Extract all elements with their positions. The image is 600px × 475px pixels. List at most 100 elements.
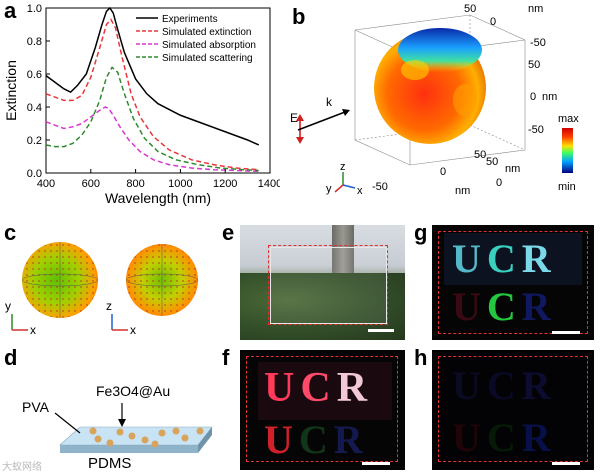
pva-pointer: [54, 412, 81, 434]
tick-top-50: 50: [464, 3, 476, 15]
triad-z: z: [340, 161, 346, 173]
film-rectangle: [270, 247, 387, 324]
k-vector-label: k: [326, 95, 333, 109]
pdms-label: PDMS: [88, 455, 132, 472]
colorbar-min: min: [558, 181, 576, 193]
nanoparticle-label: Fe3O4@Au: [96, 383, 170, 399]
plot-frame: [45, 7, 271, 174]
ucr-top-h: UCR: [452, 362, 557, 409]
y-tick-label-0: 0.0: [27, 168, 42, 180]
panel-label-g: g: [414, 220, 428, 245]
letter-u-f: U: [264, 365, 301, 411]
triad-c-left: [11, 314, 28, 331]
tick-bottom-neg50: -50: [372, 181, 388, 193]
tower-photo: [240, 225, 405, 340]
colorbar: [562, 128, 573, 173]
letter-r-g2: R: [521, 284, 557, 329]
film-g: [444, 233, 582, 285]
x-tick-label-4: 1200: [213, 178, 237, 190]
tick-right-0: 0: [530, 91, 536, 103]
dashed-frame-e: [268, 245, 388, 325]
letter-r-f: R: [336, 365, 374, 411]
series-line-1: [45, 18, 259, 171]
x-tick-label-3: 1000: [168, 178, 192, 190]
tick-rl-0: 0: [496, 177, 502, 189]
pva-label: PVA: [22, 399, 49, 415]
x-tick-label-0: 400: [37, 178, 55, 190]
letter-c-g: C: [486, 236, 522, 281]
sphere: [374, 28, 486, 144]
panel-label-d: d: [4, 345, 18, 370]
ucr-top-g: UCR: [452, 235, 557, 282]
series-line-2: [45, 106, 259, 173]
letter-c-g2: C: [486, 284, 522, 329]
triad-y: y: [326, 183, 332, 195]
film-schematic: [54, 403, 213, 453]
letter-c-h: C: [486, 363, 522, 408]
tree-canopy: [240, 273, 405, 340]
e-field-label: E: [290, 111, 298, 125]
nanoparticle-formula: Fe3O4@Au: [96, 383, 171, 399]
y-tick-label-3: 0.6: [27, 69, 42, 81]
scale-bar-h: [552, 462, 580, 465]
film-front: [60, 445, 198, 453]
nanoparticles: [89, 427, 204, 448]
extinction-chart: 400 600 800 1000 1200 1400 0.0 0.2 0.4 0.6 0.8 1.0 W…: [3, 3, 280, 206]
triad-c-right: [111, 314, 128, 331]
axis-triad: [334, 172, 356, 193]
letter-r-f2: R: [333, 417, 369, 462]
letter-r-g: R: [521, 236, 557, 281]
scale-bar-f: [362, 462, 390, 465]
legend-label-2: Simulated absorption: [162, 40, 256, 51]
panel-label-c: c: [4, 220, 17, 245]
panel-label-h: h: [414, 345, 428, 370]
x-tick-label-5: 1400: [258, 178, 280, 190]
watermark: 大蚁网络: [2, 462, 42, 473]
letter-u-g2: U: [452, 284, 487, 329]
triad-x: x: [357, 185, 363, 197]
ucr-photo-g: UCR UCR: [432, 225, 594, 340]
letter-u-h: U: [452, 363, 487, 408]
tick-bottom-0: 0: [440, 166, 446, 178]
scale-bar-e: [368, 329, 394, 332]
c-left-x: x: [30, 323, 36, 337]
letter-r-h: R: [521, 363, 557, 408]
dashed-frame-h: [438, 356, 588, 462]
letter-u-f2: U: [264, 417, 299, 462]
series-line-3: [45, 66, 259, 172]
letter-u-h2: U: [452, 415, 487, 460]
x-tick-label-2: 800: [126, 178, 144, 190]
y-tick-label-2: 0.4: [27, 102, 42, 114]
sphere-c-right: [125, 244, 199, 316]
letter-r-h2: R: [521, 415, 557, 460]
y-tick-label-1: 0.2: [27, 135, 42, 147]
dashed-frame-g: [438, 231, 588, 334]
sphere-c-left: [21, 242, 99, 318]
ucr-photo-f: UCR UCR: [240, 350, 405, 470]
ucr-photo-h: UCR UCR: [432, 350, 594, 470]
unit-bottom: nm: [455, 185, 470, 197]
series-line-0: [45, 6, 260, 146]
ucr-bottom-h: UCR: [452, 414, 557, 461]
unit-top: nm: [528, 3, 543, 15]
panel-label-b: b: [292, 4, 306, 29]
c-left-y: y: [5, 299, 11, 313]
legend-label-3: Simulated scattering: [162, 53, 253, 64]
x-tick-label-1: 600: [82, 178, 100, 190]
scale-bar-g: [552, 331, 580, 334]
letter-c-f: C: [300, 365, 337, 411]
c-right-x: x: [130, 323, 136, 337]
ucr-bottom-f: UCR: [264, 416, 369, 463]
sphere-3d-plot: E k 50 nm 0 -50 50 0 nm -50 -50 0 nm 50 …: [290, 3, 579, 197]
x-axis-label: Wavelength (nm): [105, 190, 211, 206]
y-tick-label-4: 0.8: [27, 36, 42, 48]
spheres-with-vectors: y x z x: [5, 242, 199, 337]
tick-right-neg50: -50: [528, 124, 544, 136]
panel-label-f: f: [222, 345, 230, 370]
letter-c-f2: C: [298, 417, 334, 462]
tick-rl-50: 50: [486, 156, 498, 168]
ucr-bottom-g: UCR: [452, 283, 557, 330]
unit-right: nm: [542, 91, 557, 103]
field-arrows: [296, 109, 350, 144]
film-f: [258, 362, 392, 420]
